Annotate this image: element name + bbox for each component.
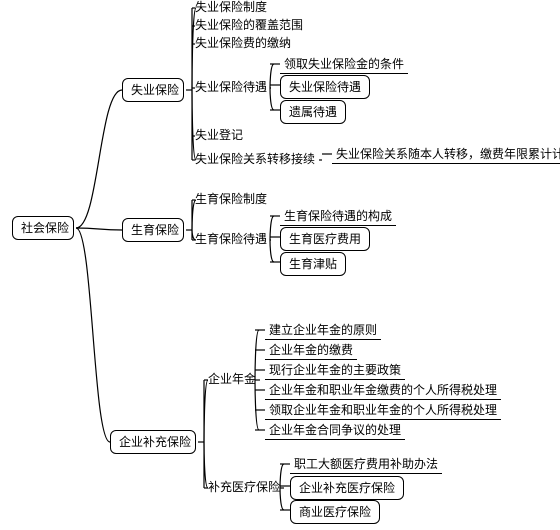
- grandchild-node: 领取失业保险金的条件: [280, 56, 408, 74]
- grandchild-node: 企业补充医疗保险: [290, 476, 404, 500]
- child-node: 失业保险的覆盖范围: [195, 18, 303, 32]
- child-node: 失业保险关系转移接续: [195, 152, 315, 166]
- branch-node: 企业补充保险: [110, 430, 196, 454]
- grandchild-node: 企业年金合同争议的处理: [265, 422, 405, 440]
- grandchild-node: 现行企业年金的主要政策: [265, 362, 405, 380]
- grandchild-node: 失业保险关系随本人转移，缴费年限累计计算: [332, 146, 560, 164]
- grandchild-node: 企业年金的缴费: [265, 342, 357, 360]
- grandchild-node: 失业保险待遇: [280, 75, 370, 99]
- grandchild-node: 生育保险待遇的构成: [280, 208, 396, 226]
- grandchild-node: 企业年金和职业年金缴费的个人所得税处理: [265, 382, 501, 400]
- grandchild-node: 建立企业年金的原则: [265, 322, 381, 340]
- child-node: 补充医疗保险: [208, 480, 280, 494]
- child-node: 失业保险费的缴纳: [195, 36, 291, 50]
- child-node: 失业保险制度: [195, 0, 267, 14]
- grandchild-node: 领取企业年金和职业年金的个人所得税处理: [265, 402, 501, 420]
- root-node: 社会保险: [12, 216, 74, 240]
- branch-node: 失业保险: [122, 78, 184, 102]
- child-node: 企业年金: [208, 372, 256, 386]
- branch-node: 生育保险: [122, 218, 184, 242]
- child-node: 生育保险制度: [195, 192, 267, 206]
- child-node: 失业登记: [195, 128, 243, 142]
- child-node: 失业保险待遇: [195, 80, 267, 94]
- grandchild-node: 职工大额医疗费用补助办法: [290, 456, 442, 474]
- grandchild-node: 商业医疗保险: [290, 500, 380, 524]
- grandchild-node: 遗属待遇: [280, 100, 346, 124]
- grandchild-node: 生育医疗费用: [280, 227, 370, 251]
- grandchild-node: 生育津贴: [280, 252, 346, 276]
- child-node: 生育保险待遇: [195, 232, 267, 246]
